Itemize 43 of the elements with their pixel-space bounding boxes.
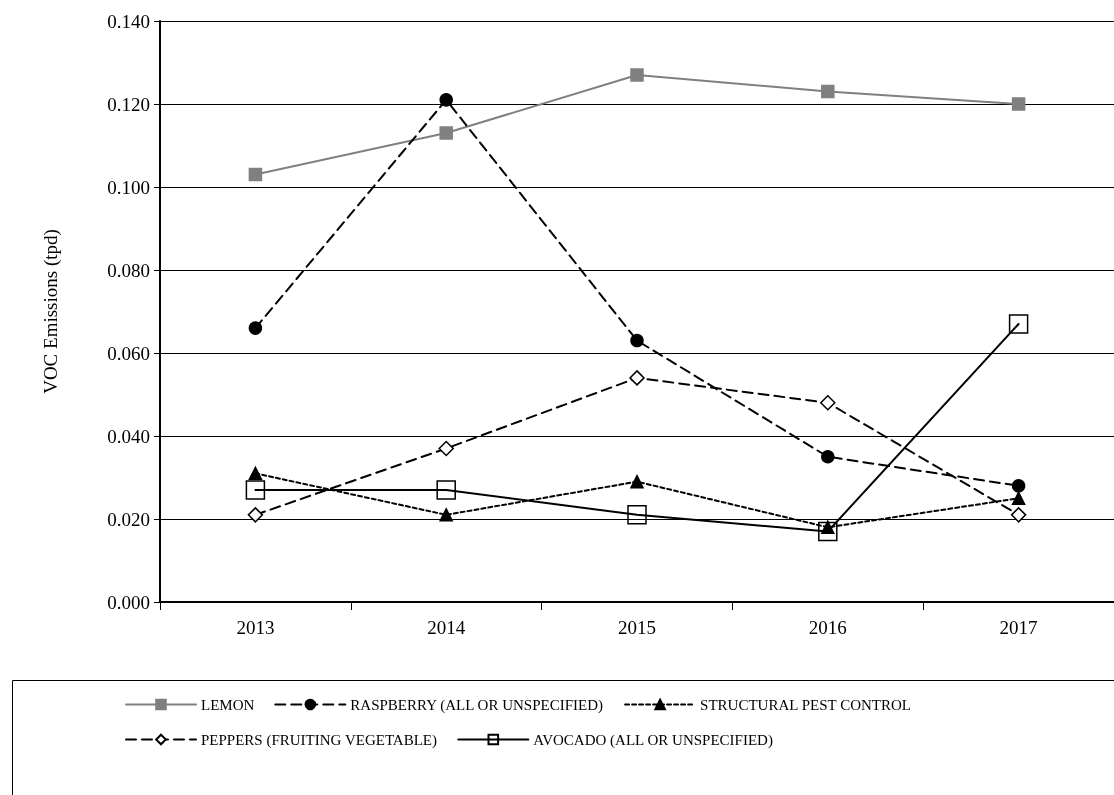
point (820, 395, 836, 411)
point (436, 480, 456, 500)
y-tick-label: 0.120 (107, 93, 150, 115)
y-tick-label: 0.020 (107, 508, 150, 530)
y-tick-label: 0.040 (107, 425, 150, 447)
point (439, 93, 453, 107)
point (1008, 314, 1029, 334)
legend-label: STRUCTURAL PEST CONTROL (700, 696, 911, 713)
y-tick-label: 0.000 (107, 591, 150, 613)
point (1010, 507, 1027, 523)
point (821, 84, 835, 99)
point (245, 480, 266, 500)
point (248, 321, 263, 335)
x-tick-label: 2015 (618, 617, 656, 638)
y-axis-title: VOC Emissions (tpd) (40, 229, 62, 394)
point (818, 521, 838, 542)
point (630, 333, 644, 348)
point (1011, 97, 1026, 111)
legend-label: LEMON (201, 696, 255, 713)
point (438, 440, 454, 457)
x-tick-label: 2013 (236, 617, 275, 638)
point (1011, 491, 1026, 505)
y-tick-label: 0.060 (107, 342, 150, 364)
point (630, 474, 644, 489)
legend-label: AVOCADO (ALL OR UNSPECIFIED) (533, 731, 773, 749)
point (248, 167, 263, 182)
point (247, 507, 264, 523)
x-tick-label: 2016 (808, 617, 847, 638)
point (439, 508, 453, 522)
point (629, 370, 645, 386)
x-tick-label: 2017 (999, 617, 1038, 638)
point (821, 450, 835, 464)
y-tick-label: 0.140 (107, 10, 150, 32)
point (627, 505, 647, 525)
point (439, 126, 453, 140)
y-tick-label: 0.080 (107, 259, 150, 281)
x-tick-label: 2014 (427, 617, 466, 638)
legend-label: RASPBERRY (ALL OR UNSPECIFIED) (350, 696, 603, 714)
point (1011, 479, 1026, 493)
point (630, 68, 644, 82)
point (248, 466, 263, 481)
y-tick-label: 0.100 (107, 176, 150, 198)
legend-label: PEPPERS (FRUITING VEGETABLE) (201, 731, 438, 749)
